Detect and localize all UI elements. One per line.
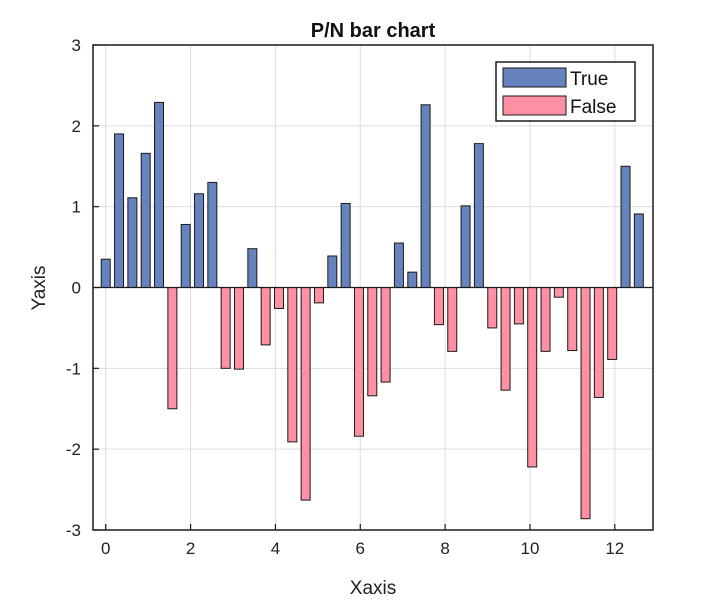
- bar-true: [180, 223, 191, 288]
- bar-false: [260, 287, 271, 346]
- y-tick-label: 0: [72, 279, 81, 298]
- bar-false: [527, 287, 538, 468]
- x-tick-label: 4: [271, 539, 280, 558]
- y-tick-label: -2: [66, 440, 81, 459]
- x-tick-label: 10: [521, 539, 540, 558]
- y-tick-label: 1: [72, 198, 81, 217]
- bar-true: [207, 181, 218, 289]
- bar-false: [367, 287, 378, 397]
- bar-false: [447, 287, 458, 352]
- y-tick-label: -3: [66, 521, 81, 540]
- x-tick-label: 8: [440, 539, 449, 558]
- bar-true: [140, 152, 151, 288]
- bar-true: [407, 271, 418, 288]
- legend-swatch-false: [502, 95, 567, 116]
- y-tick-label: -1: [66, 359, 81, 378]
- y-tick-label: 3: [72, 36, 81, 55]
- x-tick-label: 2: [186, 539, 195, 558]
- bar-true: [327, 255, 338, 289]
- x-tick-label: 0: [101, 539, 110, 558]
- bar-true: [154, 101, 165, 289]
- bar-false: [167, 287, 178, 410]
- bar-true: [114, 133, 125, 288]
- legend: True False: [495, 61, 636, 122]
- bar-false: [500, 287, 511, 391]
- bar-true: [340, 202, 351, 288]
- x-axis-label: Xaxis: [350, 578, 396, 599]
- bar-false: [593, 287, 604, 398]
- bar-false: [313, 287, 324, 304]
- x-tick-label: 12: [605, 539, 624, 558]
- bar-false: [553, 287, 564, 298]
- bar-false: [300, 287, 311, 501]
- legend-swatch-true: [502, 67, 567, 88]
- bar-false: [273, 287, 284, 310]
- bar-false: [380, 287, 391, 383]
- bar-false: [220, 287, 231, 369]
- bar-true: [473, 143, 484, 288]
- bar-true: [194, 193, 205, 289]
- chart-title: P/N bar chart: [311, 20, 436, 42]
- bars: [100, 101, 644, 520]
- y-tick-label: 2: [72, 117, 81, 136]
- bar-false: [607, 287, 618, 360]
- y-axis-label: Yaxis: [29, 265, 50, 310]
- ticks: [93, 44, 616, 531]
- bar-false: [433, 287, 444, 326]
- bar-false: [487, 287, 498, 329]
- bar-false: [540, 287, 551, 352]
- bar-true: [393, 242, 404, 289]
- bar-true: [100, 258, 111, 289]
- bar-false: [287, 287, 298, 443]
- legend-label-true: True: [570, 69, 608, 90]
- legend-label-false: False: [570, 97, 616, 118]
- bar-true: [633, 213, 644, 288]
- x-tick-label: 6: [356, 539, 365, 558]
- bar-true: [460, 205, 471, 289]
- bar-false: [513, 287, 524, 325]
- bar-false: [353, 287, 364, 437]
- bar-false: [233, 287, 244, 370]
- bar-true: [420, 104, 431, 288]
- bar-true: [127, 197, 138, 288]
- bar-false: [567, 287, 578, 352]
- bar-false: [580, 287, 591, 520]
- bar-true: [620, 165, 631, 288]
- bar-true: [247, 248, 258, 288]
